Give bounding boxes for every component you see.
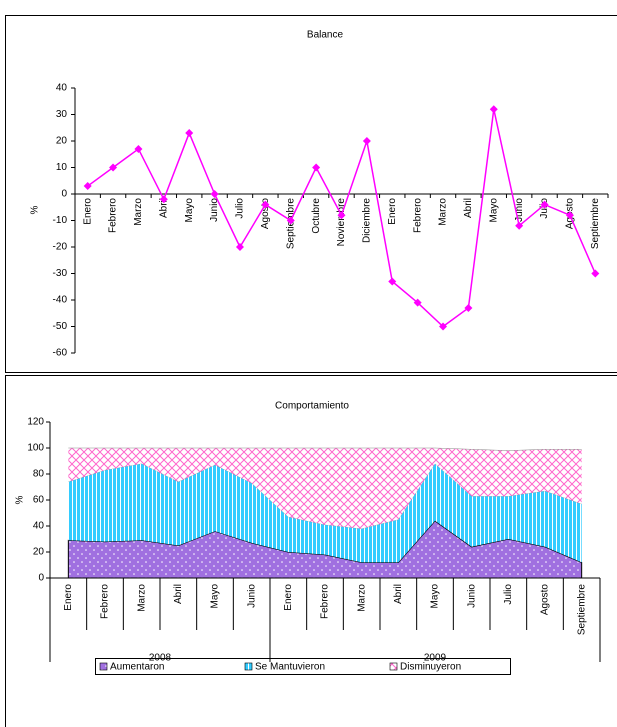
x-tick-label: Abril [158,198,169,218]
chart-frame [5,375,617,727]
point-marker [591,269,600,278]
point-marker [185,129,194,138]
point-marker [159,195,168,204]
y-tick-label: 20 [56,136,68,147]
point-marker [83,182,92,191]
point-marker [464,303,473,312]
x-tick-label: Enero [63,584,74,611]
legend-swatch [244,662,253,671]
legend-label: Se Mantuvieron [255,662,325,673]
y-tick-label: -10 [53,215,68,226]
chart-title: Comportamiento [275,401,349,412]
x-tick-label: Abril [463,198,474,218]
y-tick-label: 80 [33,469,45,480]
x-tick-label: Mayo [184,198,195,223]
chart-frame [5,15,617,373]
area [68,463,582,563]
x-tick-label: Julio [503,584,514,605]
x-tick-label: Julio [235,198,246,219]
y-tick-label: 10 [56,162,68,173]
x-tick-label: Junio [209,198,220,222]
x-tick-label: Agosto [540,584,551,616]
y-tick-label: 40 [56,83,68,94]
x-tick-label: Abril [393,584,404,604]
point-marker [362,137,371,145]
x-tick-label: Marzo [438,198,449,226]
legend-swatch [99,662,108,671]
x-tick-label: Mayo [488,198,499,223]
x-tick-label: Septiembre [576,584,587,636]
y-tick-label: -20 [53,242,68,253]
x-tick-label: Septiembre [590,198,601,250]
point-marker [312,163,321,172]
y-tick-label: 0 [38,573,44,584]
x-tick-label: Mayo [210,584,221,609]
y-tick-label: 120 [27,417,44,428]
area [68,448,582,529]
area-edge [68,447,582,451]
point-marker [235,243,244,251]
y-tick-label: 100 [27,443,44,454]
legend-label: Aumentaron [110,662,164,673]
legend-box [95,658,511,675]
y-axis-label: % [15,495,26,504]
x-tick-label: Agosto [260,198,271,230]
y-tick-label: 20 [33,547,45,558]
legend-label: Disminuyeron [400,662,461,673]
x-tick-label: Marzo [136,584,147,612]
y-tick-label: 0 [61,189,67,200]
point-marker [489,105,498,114]
x-tick-label: Febrero [100,584,111,619]
point-marker [109,163,118,172]
point-marker [261,200,270,209]
y-tick-label: -30 [53,268,68,279]
y-tick-label: 60 [33,495,45,506]
y-tick-label: -60 [53,348,68,359]
x-tick-label: Febrero [108,198,119,233]
y-tick-label: -50 [53,321,68,332]
x-tick-label: Noviembre [336,198,347,247]
x-tick-label: Marzo [133,198,144,226]
x-tick-label: Octubre [311,198,322,234]
point-marker [565,211,574,220]
y-tick-label: 40 [33,521,45,532]
point-marker [210,190,219,198]
y-tick-label: -40 [53,295,68,306]
point-marker [388,277,397,286]
x-tick-label: Febrero [320,584,331,619]
x-tick-label: Enero [283,584,294,611]
y-tick-label: 30 [56,109,68,120]
point-marker [337,211,346,220]
x-tick-label: Junio [246,584,257,608]
y-axis-label: % [30,205,41,214]
point-marker [286,216,295,225]
x-tick-label: Marzo [356,584,367,612]
point-marker [134,144,143,153]
x-tick-label: Febrero [412,198,423,233]
chart-title: Balance [307,30,344,41]
point-marker [540,200,549,209]
x-tick-label: Diciembre [362,198,373,243]
point-marker [413,298,422,307]
x-tick-label: Abril [173,584,184,604]
x-tick-label: Mayo [430,584,441,609]
x-tick-label: Enero [387,198,398,225]
legend-swatch [389,662,398,671]
x-tick-label: Junio [466,584,477,608]
x-tick-label: Enero [82,198,93,225]
point-marker [439,322,448,331]
x-tick-label: Junio [514,198,525,222]
point-marker [515,221,524,230]
